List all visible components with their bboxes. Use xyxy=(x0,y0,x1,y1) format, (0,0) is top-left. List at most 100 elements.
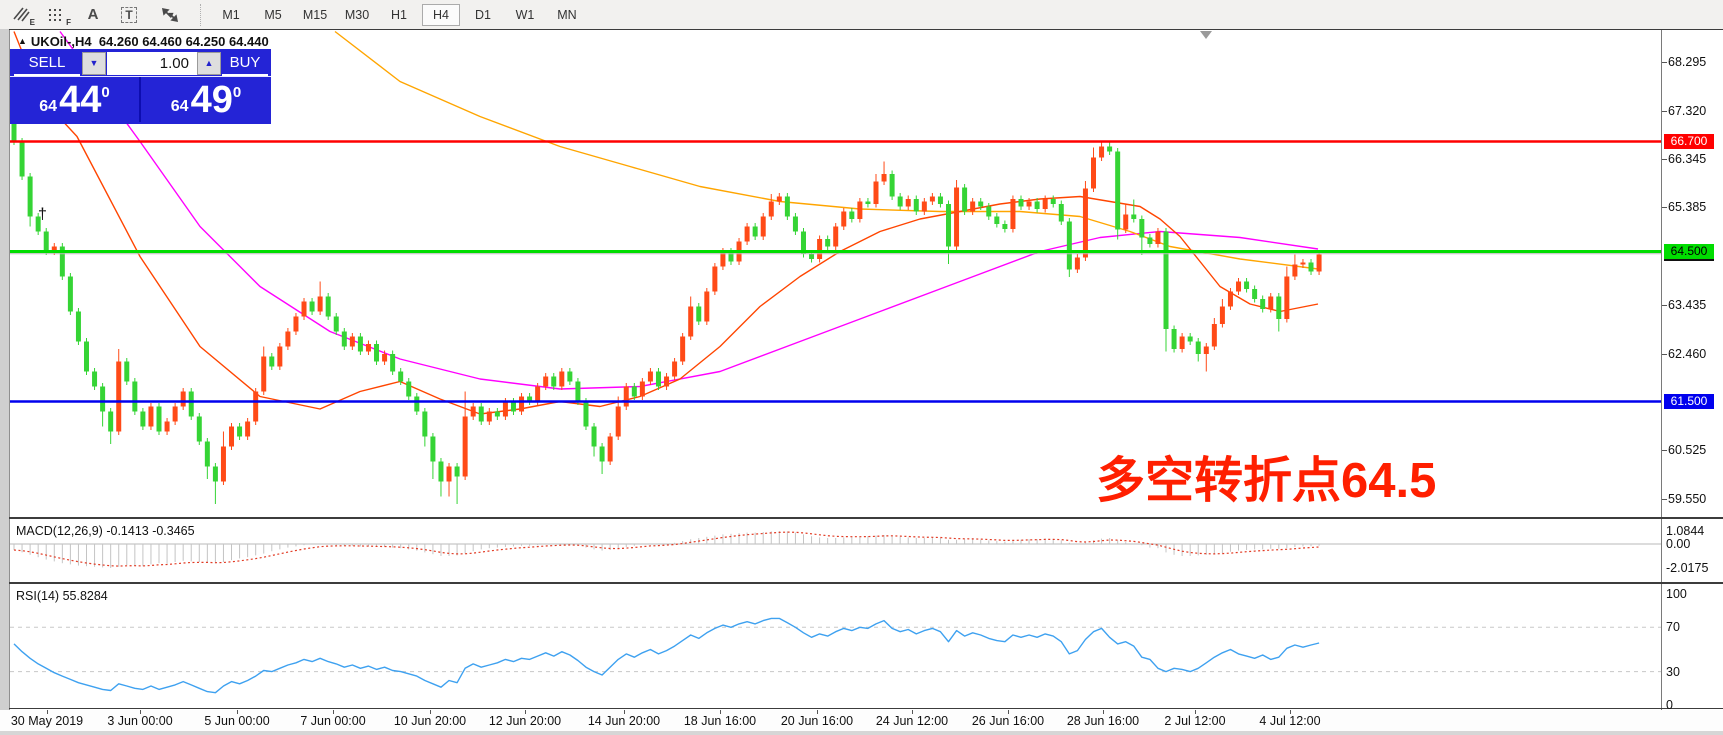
time-axis-label: 10 Jun 20:00 xyxy=(393,714,467,728)
timeframe-button-m1[interactable]: M1 xyxy=(222,7,240,22)
time-axis-label: 5 Jun 00:00 xyxy=(204,714,270,728)
chart-title: ▲ UKOil-,H4 64.260 64.460 64.250 64.440 xyxy=(18,34,269,49)
time-axis-tick xyxy=(525,710,526,714)
time-axis[interactable]: 30 May 2019 3 Jun 00:00 5 Jun 00:00 7 Jun 0… xyxy=(0,710,1723,731)
trade-panel-toprow: SELL ▼ 1.00 ▲ BUY xyxy=(10,49,271,77)
rsi-axis-label: 100 xyxy=(1666,587,1687,601)
price-axis-tick xyxy=(1662,62,1667,63)
timeframe-button-h4[interactable]: H4 xyxy=(422,3,460,26)
timeframe-button-mn[interactable]: MN xyxy=(557,7,577,22)
one-click-trade-panel: SELL ▼ 1.00 ▲ BUY 64 44 0 64 49 0 xyxy=(10,49,271,124)
rsi-axis-label: 30 xyxy=(1666,665,1680,679)
rsi-pane-separator xyxy=(9,582,1723,584)
price-chart-pane[interactable] xyxy=(10,30,1661,518)
time-axis-label: 4 Jul 12:00 xyxy=(1259,714,1321,728)
grid-icon[interactable]: F xyxy=(42,3,72,27)
symbol-expand-triangle[interactable]: ▲ xyxy=(18,36,27,46)
timeframe-button-m30[interactable]: M30 xyxy=(344,7,370,22)
time-axis-tick xyxy=(140,710,141,714)
price-axis-tick xyxy=(1662,354,1667,355)
macd-signal-line xyxy=(13,531,1320,567)
toolbar: E F A T ▼ M1 M5 M15 M30 H1 H4 D1 W1 MN xyxy=(0,0,1723,30)
window-bottom-edge xyxy=(0,731,1723,735)
macd-label: MACD(12,26,9) -0.1413 -0.3465 xyxy=(16,524,195,538)
time-axis-border xyxy=(9,708,1723,709)
rsi-label: RSI(14) 55.8284 xyxy=(16,589,108,603)
buy-button[interactable]: BUY xyxy=(222,52,268,76)
time-axis-tick xyxy=(1103,710,1104,714)
time-axis-tick xyxy=(1008,710,1009,714)
price-axis-label: 60.525 xyxy=(1668,443,1707,457)
macd-axis-label: 1.0844 xyxy=(1666,524,1705,538)
ma-mid xyxy=(334,30,1319,270)
time-axis-tick xyxy=(237,710,238,714)
horizontal-lines-layer[interactable] xyxy=(10,140,1661,403)
macd-values: -0.1413 -0.3465 xyxy=(106,524,195,538)
symbol-timeframe: UKOil-,H4 xyxy=(30,34,92,49)
pane-top-border xyxy=(9,29,1723,30)
volume-increase-button[interactable]: ▲ xyxy=(197,52,221,75)
time-axis-label: 14 Jun 20:00 xyxy=(587,714,661,728)
time-axis-label: 18 Jun 16:00 xyxy=(683,714,757,728)
macd-axis-label: -2.0175 xyxy=(1666,561,1709,575)
timeframe-button-m15[interactable]: M15 xyxy=(302,7,328,22)
price-axis-label: 66.345 xyxy=(1668,152,1707,166)
rsi-axis-label: 70 xyxy=(1666,620,1680,634)
time-axis-label: 20 Jun 16:00 xyxy=(780,714,854,728)
volume-decrease-button[interactable]: ▼ xyxy=(82,52,106,75)
price-badge-64.500: 64.500 xyxy=(1664,244,1714,259)
time-axis-tick xyxy=(333,710,334,714)
buy-price[interactable]: 64 49 0 xyxy=(170,79,242,121)
macd-axis-label: 0.00 xyxy=(1666,537,1691,551)
volume-input[interactable]: 1.00 xyxy=(107,52,197,75)
timeframe-button-d1[interactable]: D1 xyxy=(475,7,491,22)
time-axis-label: 30 May 2019 xyxy=(10,714,84,728)
dagger-marker: † xyxy=(38,206,47,223)
time-axis-label: 7 Jun 00:00 xyxy=(300,714,366,728)
sell-button[interactable]: SELL xyxy=(14,52,80,76)
time-axis-tick xyxy=(817,710,818,714)
axis-border xyxy=(1661,29,1662,731)
time-axis-tick xyxy=(430,710,431,714)
arrows-icon[interactable]: ▼ xyxy=(150,3,190,27)
timeframe-button-h1[interactable]: H1 xyxy=(391,7,407,22)
sell-price[interactable]: 64 44 0 xyxy=(39,79,110,121)
window-left-edge xyxy=(0,29,10,735)
ohlc-readout: 64.260 64.460 64.250 64.440 xyxy=(98,34,269,49)
chart-shift-marker[interactable] xyxy=(1200,31,1212,39)
price-axis-tick xyxy=(1662,450,1667,451)
timeframe-group: M1 M5 M15 M30 H1 H4 D1 W1 MN xyxy=(210,3,588,26)
time-axis-label: 3 Jun 00:00 xyxy=(107,714,173,728)
price-axis-tick xyxy=(1662,207,1667,208)
price-axis-tick xyxy=(1662,111,1667,112)
macd-pane[interactable] xyxy=(10,520,1661,581)
toolbar-separator xyxy=(200,3,202,26)
trade-panel-divider xyxy=(139,77,141,122)
rsi-line xyxy=(13,617,1320,694)
rsi-pane[interactable] xyxy=(10,586,1661,708)
price-axis-label: 67.320 xyxy=(1668,104,1707,118)
textbox-icon[interactable]: T xyxy=(114,3,144,27)
timeframe-button-w1[interactable]: W1 xyxy=(515,7,535,22)
text-icon[interactable]: A xyxy=(87,6,99,23)
price-badge-66.700: 66.700 xyxy=(1664,134,1714,149)
time-axis-label: 12 Jun 20:00 xyxy=(488,714,562,728)
candles-layer xyxy=(11,104,1322,504)
annotation-text: 多空转折点64.5 xyxy=(1096,454,1437,508)
ma-fast xyxy=(13,31,1319,415)
time-axis-tick xyxy=(1290,710,1291,714)
price-axis-tick xyxy=(1662,499,1667,500)
timeframe-button-m5[interactable]: M5 xyxy=(264,7,282,22)
indicators-icon[interactable]: E xyxy=(6,3,36,27)
price-axis-label: 62.460 xyxy=(1668,347,1707,361)
time-axis-label: 24 Jun 12:00 xyxy=(875,714,949,728)
time-axis-label: 28 Jun 16:00 xyxy=(1066,714,1140,728)
time-axis-tick xyxy=(1195,710,1196,714)
time-axis-tick xyxy=(912,710,913,714)
price-axis-label: 68.295 xyxy=(1668,55,1707,69)
time-axis-label: 26 Jun 16:00 xyxy=(971,714,1045,728)
rsi-axis-label: 0 xyxy=(1666,698,1673,712)
time-axis-tick xyxy=(720,710,721,714)
price-axis-label: 59.550 xyxy=(1668,492,1707,506)
